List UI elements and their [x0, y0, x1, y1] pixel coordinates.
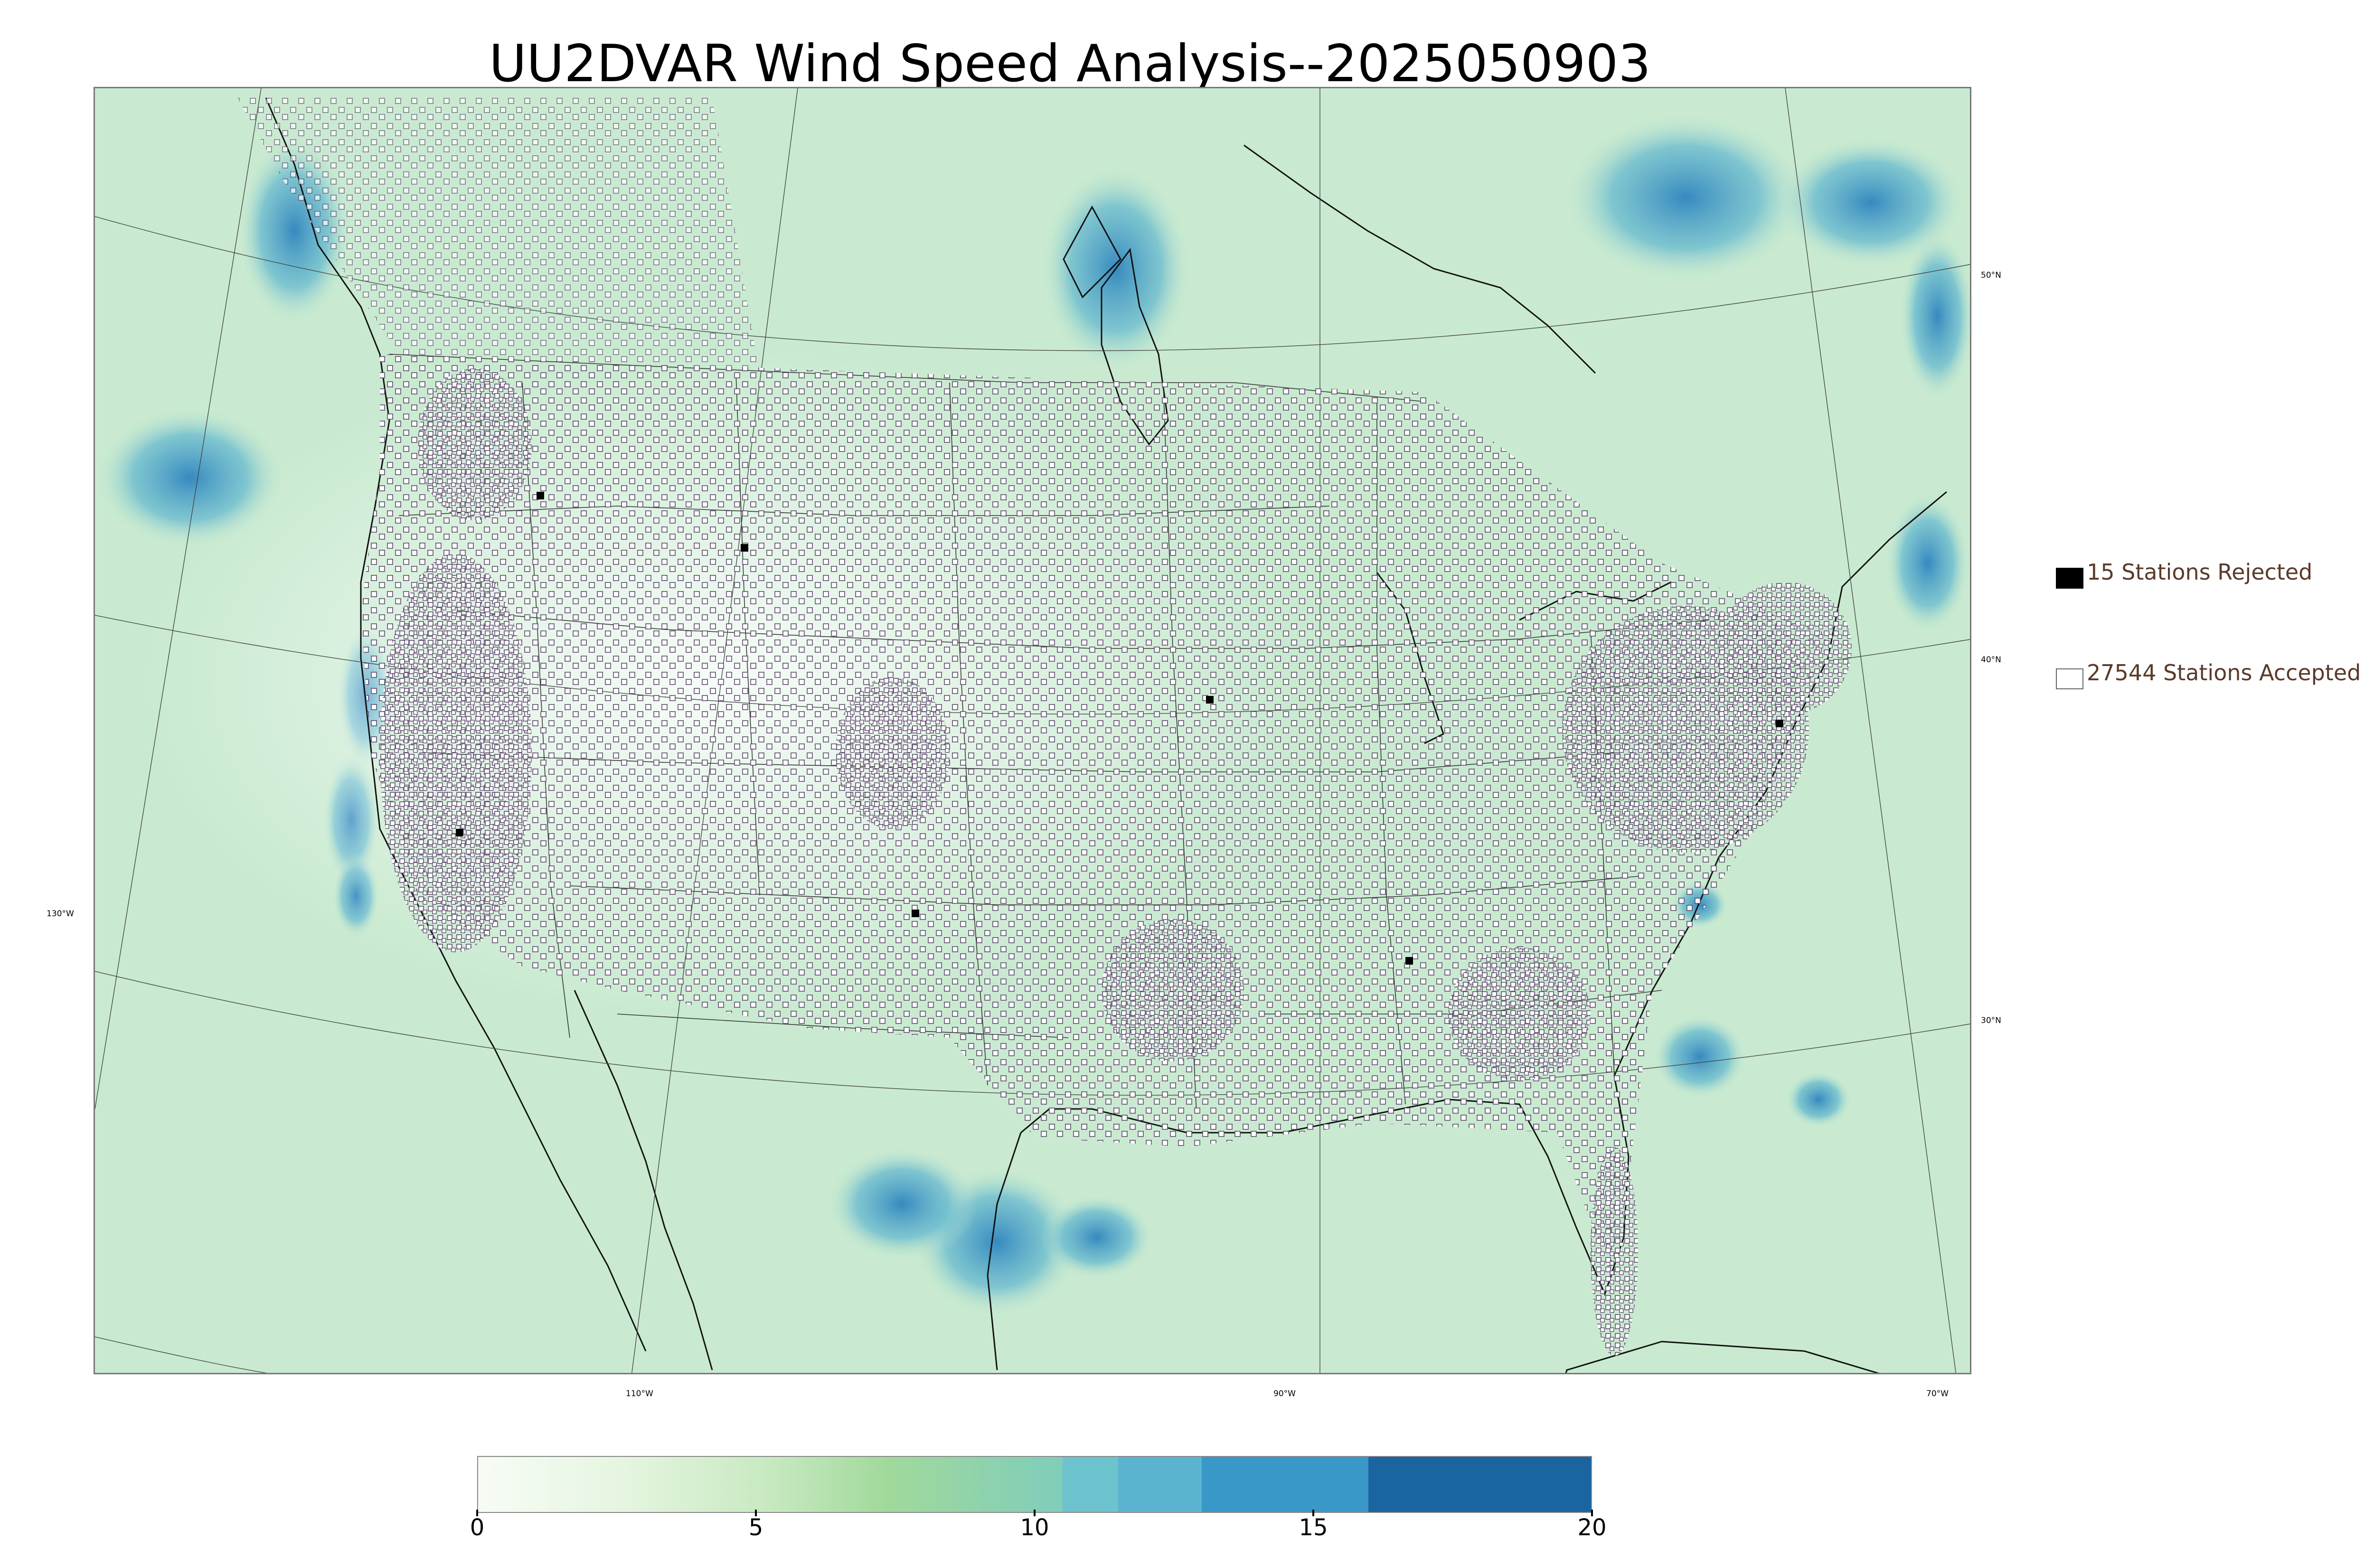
lon-label-90: 90°W	[1273, 1389, 1296, 1399]
map-title: UU2DVAR Wind Speed Analysis--2025050903	[489, 34, 1651, 94]
lat-label-40: 40°N	[1981, 655, 2001, 665]
colorbar-bin	[1201, 1457, 1369, 1512]
colorbar-tick-label: 5	[748, 1514, 763, 1541]
rejected-label: 15 Stations Rejected	[2087, 559, 2313, 585]
colorbar-bin	[1368, 1457, 1591, 1512]
rejected-swatch	[2056, 568, 2083, 589]
map-canvas[interactable]	[95, 88, 1971, 1374]
accepted-swatch	[2056, 668, 2083, 689]
colorbar-tick-mark	[1034, 1510, 1036, 1516]
colorbar-tick-mark	[1591, 1510, 1593, 1516]
colorbar-tick-mark	[476, 1510, 478, 1516]
accepted-label: 27544 Stations Accepted	[2087, 660, 2361, 685]
lon-label-130: 130°W	[47, 909, 74, 919]
lat-label-30: 30°N	[1981, 1016, 2001, 1025]
colorbar-tick-label: 15	[1299, 1514, 1328, 1541]
colorbar	[477, 1456, 1592, 1513]
lon-label-110: 110°W	[626, 1389, 653, 1399]
colorbar-tick-label: 20	[1577, 1514, 1607, 1541]
colorbar-bin	[478, 1457, 1063, 1512]
colorbar-tick-label: 10	[1020, 1514, 1049, 1541]
lon-label-70: 70°W	[1926, 1389, 1949, 1399]
map-panel[interactable]	[94, 87, 1971, 1374]
colorbar-tick-mark	[1312, 1510, 1314, 1516]
colorbar-bin	[1062, 1457, 1118, 1512]
station-markers	[237, 98, 1852, 1356]
colorbar-tick-label: 0	[470, 1514, 485, 1541]
lat-label-50: 50°N	[1981, 271, 2001, 280]
colorbar-tick-mark	[755, 1510, 757, 1516]
colorbar-bin	[1118, 1457, 1202, 1512]
